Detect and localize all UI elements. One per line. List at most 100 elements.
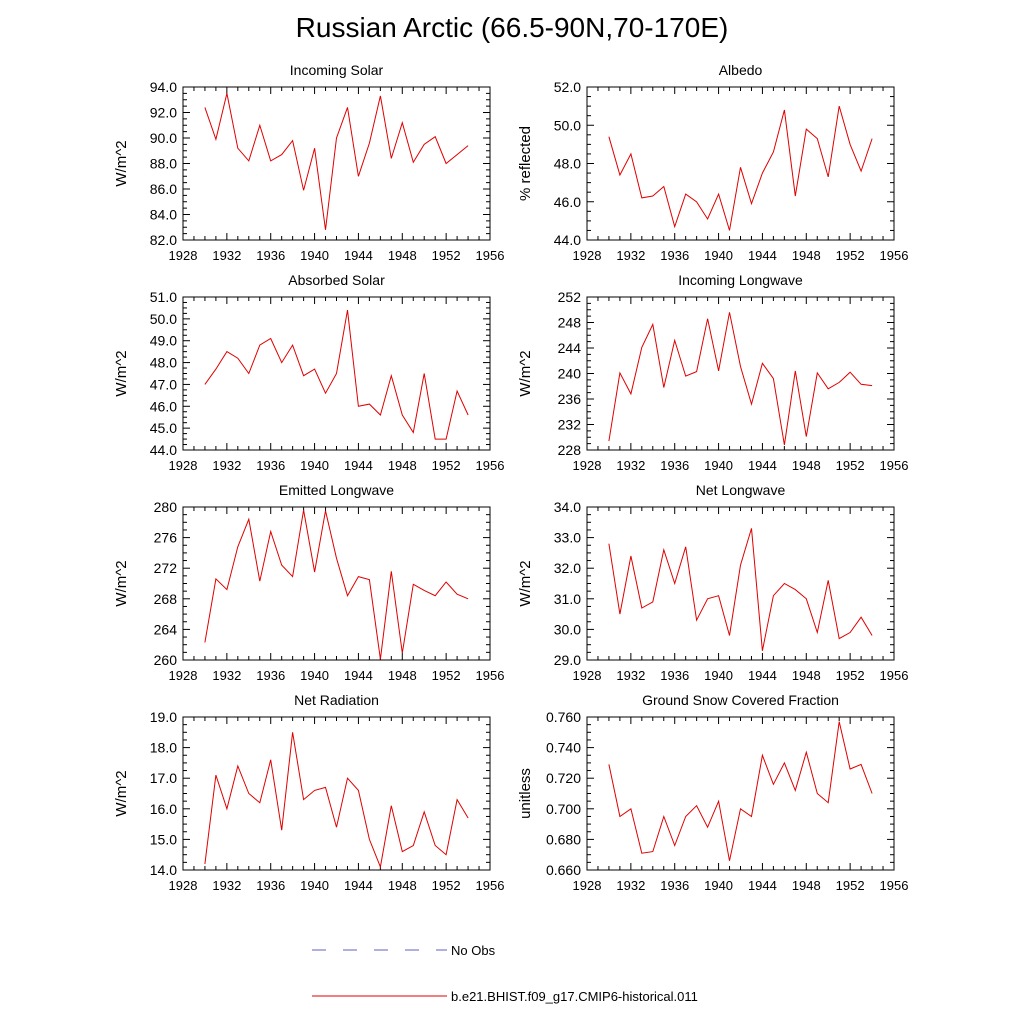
y-tick-label: 82.0: [150, 232, 177, 248]
x-tick-label: 1932: [616, 878, 645, 893]
x-tick-label: 1940: [300, 878, 329, 893]
series-line: [204, 93, 469, 230]
x-tick-label: 1944: [344, 668, 373, 683]
y-tick-label: 31.0: [554, 591, 581, 607]
x-tick-label: 1932: [212, 668, 241, 683]
y-tick-label: 0.700: [546, 801, 581, 817]
series-line: [204, 510, 469, 660]
x-tick-label: 1948: [388, 248, 417, 263]
y-tick-label: 0.740: [546, 740, 581, 756]
x-tick-label: 1956: [476, 878, 505, 893]
panel-title: Albedo: [719, 62, 763, 78]
y-axis-label: unitless: [517, 768, 534, 819]
chart-panel: 1928 1932 1936 1940 1944 1948 1952 1956 14.0 15.0…: [113, 692, 504, 893]
y-tick-label: 0.760: [546, 709, 581, 725]
x-tick-label: 1940: [300, 668, 329, 683]
plot-frame: [182, 86, 491, 241]
chart-panel: 1928 1932 1936 1940 1944 1948 1952 1956 44.0 45.0…: [113, 272, 504, 473]
x-tick-label: 1932: [212, 248, 241, 263]
x-tick-label: 1952: [836, 878, 865, 893]
x-tick-label: 1952: [836, 248, 865, 263]
y-tick-label: 16.0: [150, 801, 177, 817]
x-tick-label: 1952: [432, 458, 461, 473]
chart-panel: 1928 1932 1936 1940 1944 1948 1952 1956 82.0 84.0…: [113, 62, 504, 263]
y-tick-label: 49.0: [150, 333, 177, 349]
x-tick-label: 1932: [616, 668, 645, 683]
y-axis-label: % reflected: [517, 126, 534, 201]
y-tick-label: 0.660: [546, 862, 581, 878]
x-tick-label: 1956: [476, 458, 505, 473]
x-tick-label: 1936: [256, 878, 285, 893]
x-tick-label: 1952: [836, 668, 865, 683]
x-tick-label: 1956: [880, 668, 909, 683]
y-axis-label: W/m^2: [517, 560, 534, 606]
x-tick-label: 1956: [880, 878, 909, 893]
x-tick-label: 1936: [256, 248, 285, 263]
y-axis-label: W/m^2: [113, 770, 130, 816]
y-tick-label: 34.0: [554, 499, 581, 515]
y-axis-label: W/m^2: [113, 140, 130, 186]
y-tick-label: 32.0: [554, 560, 581, 576]
x-tick-label: 1940: [300, 458, 329, 473]
y-tick-label: 46.0: [554, 194, 581, 210]
chart-panel: 1928 1932 1936 1940 1944 1948 1952 1956 44.0 46.0…: [517, 62, 908, 263]
x-tick-label: 1952: [432, 668, 461, 683]
y-tick-label: 276: [154, 530, 178, 546]
x-tick-label: 1940: [704, 878, 733, 893]
y-tick-label: 29.0: [554, 652, 581, 668]
panel-title: Net Radiation: [294, 692, 379, 708]
y-tick-label: 15.0: [150, 831, 177, 847]
plot-frame: [586, 506, 895, 661]
x-tick-label: 1936: [660, 458, 689, 473]
y-tick-label: 19.0: [150, 709, 177, 725]
series-line: [608, 721, 873, 861]
series-line: [608, 312, 873, 445]
x-tick-label: 1956: [880, 458, 909, 473]
x-tick-label: 1948: [792, 668, 821, 683]
series-line: [608, 105, 873, 231]
y-tick-label: 44.0: [150, 442, 177, 458]
y-tick-label: 14.0: [150, 862, 177, 878]
x-tick-label: 1928: [573, 458, 602, 473]
y-tick-label: 268: [154, 591, 178, 607]
y-tick-label: 51.0: [150, 289, 177, 305]
x-tick-label: 1956: [476, 248, 505, 263]
y-tick-label: 240: [558, 366, 582, 382]
y-tick-label: 47.0: [150, 376, 177, 392]
x-tick-label: 1936: [660, 248, 689, 263]
x-tick-label: 1948: [792, 248, 821, 263]
y-tick-label: 44.0: [554, 232, 581, 248]
x-tick-label: 1932: [212, 878, 241, 893]
x-tick-label: 1948: [388, 878, 417, 893]
chart-panel: 1928 1932 1936 1940 1944 1948 1952 1956 0.660 0.6…: [517, 692, 908, 893]
y-tick-label: 48.0: [150, 355, 177, 371]
x-tick-label: 1948: [792, 458, 821, 473]
x-tick-label: 1940: [704, 668, 733, 683]
y-tick-label: 84.0: [150, 207, 177, 223]
plot-frame: [182, 716, 491, 871]
x-tick-label: 1928: [573, 878, 602, 893]
x-tick-label: 1936: [660, 668, 689, 683]
y-tick-label: 92.0: [150, 105, 177, 121]
x-tick-label: 1940: [704, 458, 733, 473]
x-tick-label: 1948: [388, 458, 417, 473]
panel-title: Incoming Solar: [290, 62, 384, 78]
series-line: [608, 528, 873, 651]
x-tick-label: 1956: [880, 248, 909, 263]
plot-frame: [586, 716, 895, 871]
x-tick-label: 1936: [256, 668, 285, 683]
y-axis-label: W/m^2: [113, 560, 130, 606]
x-tick-label: 1952: [836, 458, 865, 473]
legend-label-no-obs: No Obs: [451, 943, 496, 958]
chart-panel: 1928 1932 1936 1940 1944 1948 1952 1956 228 232 23…: [517, 272, 908, 473]
x-tick-label: 1932: [212, 458, 241, 473]
y-tick-label: 252: [558, 289, 582, 305]
x-tick-label: 1928: [573, 248, 602, 263]
chart-panel: 1928 1932 1936 1940 1944 1948 1952 1956 260 264 26…: [113, 482, 504, 683]
x-tick-label: 1956: [476, 668, 505, 683]
x-tick-label: 1928: [573, 668, 602, 683]
x-tick-label: 1928: [169, 878, 198, 893]
x-tick-label: 1940: [300, 248, 329, 263]
y-tick-label: 248: [558, 315, 582, 331]
